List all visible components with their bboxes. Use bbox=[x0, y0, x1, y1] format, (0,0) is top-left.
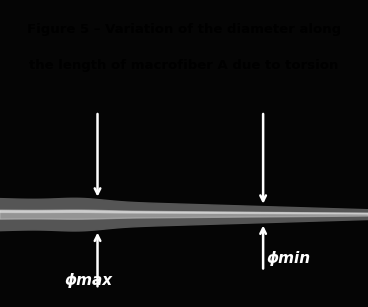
Text: ϕmax: ϕmax bbox=[64, 273, 113, 288]
Text: ϕmin: ϕmin bbox=[267, 250, 311, 266]
Text: the length of macrofiber A due to torsion: the length of macrofiber A due to torsio… bbox=[29, 59, 339, 72]
Text: Figure 5 – Variation of the diameter along: Figure 5 – Variation of the diameter alo… bbox=[27, 23, 341, 36]
